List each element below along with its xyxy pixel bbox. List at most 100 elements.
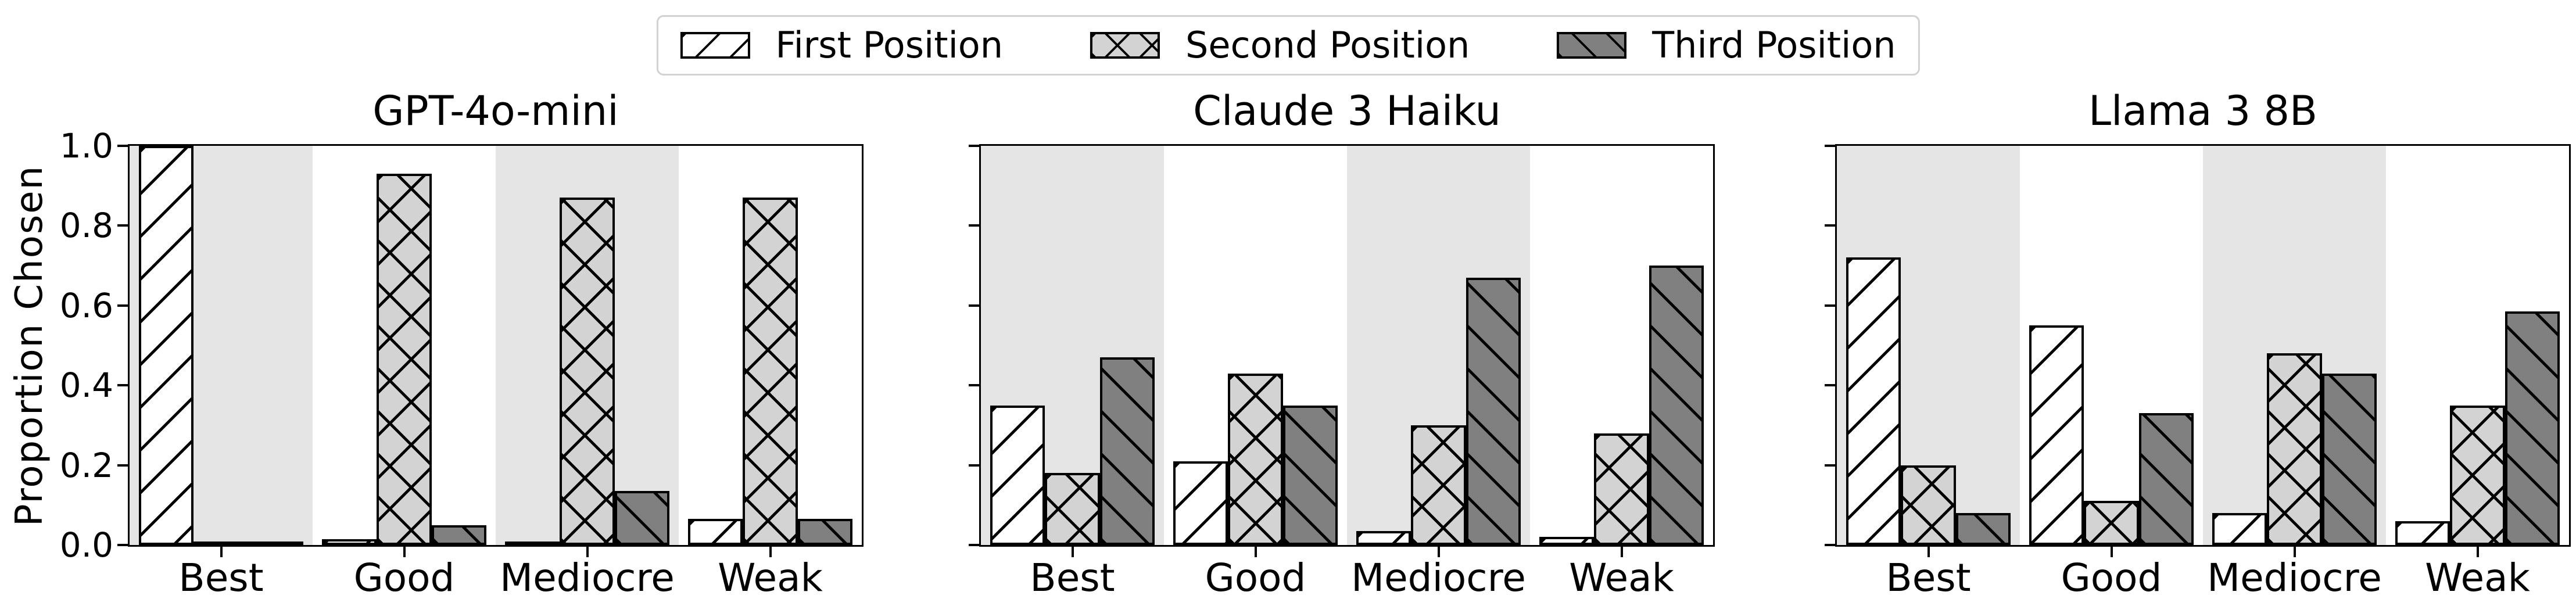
bar-first-position-good — [2029, 325, 2084, 545]
panel-title-llama-3-8b: Llama 3 8B — [2088, 87, 2318, 135]
bar-third-position-best — [1099, 357, 1155, 545]
bar-third-position-best — [248, 542, 304, 545]
y-tick-label-0.8: 0.8 — [59, 206, 113, 246]
category-band-weak — [679, 146, 862, 545]
legend-entry-second-position: Second Position — [1090, 27, 1470, 63]
y-tick-label-1.0: 1.0 — [59, 126, 113, 166]
bar-third-position-mediocre — [1466, 278, 1521, 545]
x-tick-mark — [586, 547, 589, 557]
x-tick-mark — [1071, 547, 1074, 557]
bar-second-position-weak — [1594, 433, 1649, 545]
y-tick-mark — [969, 384, 979, 387]
y-tick-mark — [1825, 384, 1835, 387]
x-tick-label-best: Best — [178, 555, 264, 600]
category-band-good — [313, 146, 496, 545]
y-tick-label-0.6: 0.6 — [59, 285, 113, 325]
bar-second-position-mediocre — [560, 198, 615, 545]
category-band-good — [1164, 146, 1347, 545]
bar-first-position-weak — [687, 519, 743, 545]
y-tick-mark — [969, 544, 979, 546]
legend-entry-first-position: First Position — [680, 27, 1003, 63]
plot-area-claude-3-haiku — [969, 144, 1715, 557]
y-tick-mark — [969, 304, 979, 307]
bar-third-position-mediocre — [2321, 374, 2377, 545]
bar-first-position-mediocre — [2212, 513, 2267, 545]
y-tick-mark — [969, 464, 979, 467]
bar-second-position-weak — [2450, 406, 2505, 545]
category-band-best — [1837, 146, 2020, 545]
bar-first-position-weak — [2395, 521, 2450, 545]
bar-first-position-mediocre — [1356, 531, 1411, 545]
bar-first-position-mediocre — [504, 542, 560, 545]
x-tick-mark — [2110, 547, 2113, 557]
bar-first-position-best — [138, 146, 194, 545]
y-tick-mark — [969, 145, 979, 147]
bar-third-position-best — [1955, 513, 2011, 545]
plot-area-gpt-4o-mini — [117, 144, 864, 557]
plot-area-llama-3-8b — [1825, 144, 2571, 557]
x-tick-label-mediocre: Mediocre — [1351, 555, 1526, 600]
x-tick-mark — [2476, 547, 2479, 557]
x-tick-label-weak: Weak — [1569, 555, 1674, 600]
x-tick-mark — [220, 547, 223, 557]
x-tick-label-good: Good — [1205, 555, 1306, 600]
y-tick-mark — [117, 384, 128, 387]
y-tick-mark — [1825, 224, 1835, 227]
legend-label: First Position — [775, 24, 1004, 66]
x-tick-label-mediocre: Mediocre — [2207, 555, 2382, 600]
x-tick-label-best: Best — [1030, 555, 1115, 600]
y-tick-mark — [1825, 544, 1835, 546]
x-tick-mark — [2293, 547, 2296, 557]
bar-first-position-best — [1846, 257, 1901, 545]
category-band-best — [981, 146, 1164, 545]
y-tick-mark — [117, 544, 128, 546]
category-band-weak — [1530, 146, 1713, 545]
third-position-swatch-icon — [1557, 32, 1627, 59]
bar-first-position-good — [321, 539, 377, 545]
bar-second-position-best — [1901, 465, 1956, 545]
y-tick-mark — [1825, 145, 1835, 147]
y-tick-mark — [117, 145, 128, 147]
panel-title-gpt-4o-mini: GPT-4o-mini — [372, 87, 619, 135]
bar-third-position-good — [431, 525, 487, 545]
x-tick-label-good: Good — [353, 555, 455, 600]
bar-third-position-good — [2138, 413, 2194, 545]
bar-second-position-best — [194, 542, 249, 545]
bar-third-position-weak — [797, 519, 853, 545]
bar-first-position-good — [1173, 461, 1228, 545]
y-tick-label-0.2: 0.2 — [59, 445, 113, 485]
bar-third-position-weak — [2505, 311, 2560, 545]
y-tick-label-0.0: 0.0 — [59, 525, 113, 565]
bar-second-position-mediocre — [2267, 353, 2322, 545]
bar-first-position-best — [990, 406, 1045, 545]
category-band-weak — [2386, 146, 2569, 545]
first-position-swatch-icon — [680, 32, 750, 59]
legend-label: Second Position — [1185, 24, 1470, 66]
y-axis-label: Proportion Chosen — [8, 164, 51, 526]
x-tick-label-good: Good — [2061, 555, 2162, 600]
y-tick-label-0.4: 0.4 — [59, 365, 113, 406]
x-tick-label-weak: Weak — [2425, 555, 2530, 600]
x-tick-mark — [1254, 547, 1257, 557]
x-tick-label-weak: Weak — [718, 555, 823, 600]
bar-second-position-good — [1228, 374, 1283, 545]
x-tick-label-mediocre: Mediocre — [500, 555, 675, 600]
bar-third-position-weak — [1649, 266, 1704, 545]
y-tick-mark — [969, 224, 979, 227]
y-tick-mark — [117, 464, 128, 467]
bar-second-position-best — [1045, 473, 1100, 545]
x-tick-mark — [403, 547, 406, 557]
legend-label: Third Position — [1652, 24, 1896, 66]
x-tick-mark — [1620, 547, 1623, 557]
bar-second-position-mediocre — [1411, 425, 1466, 545]
category-band-best — [130, 146, 313, 545]
x-tick-mark — [769, 547, 772, 557]
y-tick-mark — [117, 304, 128, 307]
bar-second-position-good — [377, 174, 432, 545]
y-tick-mark — [1825, 304, 1835, 307]
bar-second-position-weak — [743, 198, 798, 545]
category-band-good — [2020, 146, 2203, 545]
bar-first-position-weak — [1539, 537, 1595, 545]
category-band-mediocre — [2203, 146, 2386, 545]
